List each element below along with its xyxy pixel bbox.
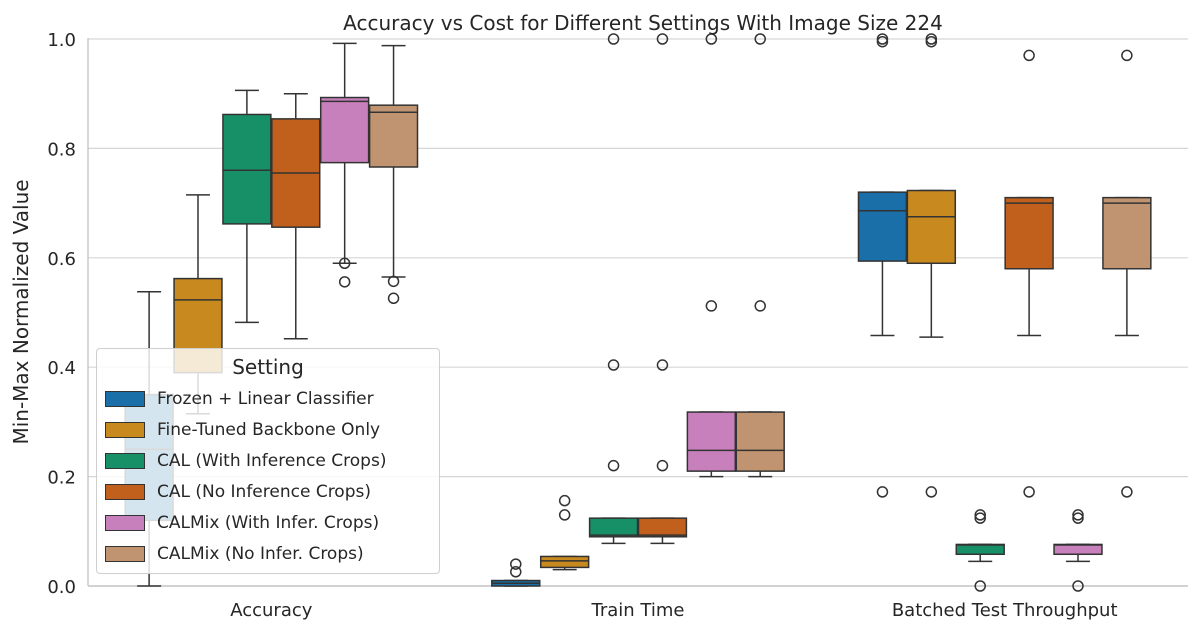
box-calmix-with-infer-crops--accuracy: [319, 42, 370, 288]
legend-swatch: [105, 484, 145, 500]
outlier-point: [510, 566, 522, 578]
box-cal-no-inference-crops--batched-test-throughput: [1004, 49, 1054, 498]
x-tick-label: Accuracy: [230, 600, 313, 621]
outlier-point: [1072, 512, 1084, 524]
box-fine-tuned-backbone-only-batched-test-throughput: [906, 33, 957, 498]
outlier-point: [1023, 49, 1035, 62]
outlier-point: [876, 486, 889, 498]
box: [906, 189, 957, 265]
outlier-point: [974, 580, 986, 592]
legend-label: Frozen + Linear Classifier: [157, 389, 374, 409]
box-calmix-with-infer-crops--train-time: [686, 33, 737, 478]
legend-swatch: [105, 422, 145, 438]
box-cal-with-inference-crops--batched-test-throughput: [955, 509, 1005, 592]
box-fine-tuned-backbone-only-train-time: [539, 494, 590, 571]
legend-item: CALMix (With Infer. Crops): [105, 512, 379, 534]
outlier-point: [705, 33, 718, 45]
y-tick-label: 0.8: [47, 139, 76, 160]
outlier-point: [656, 459, 669, 472]
outlier-point: [387, 275, 400, 288]
box-calmix-no-infer-crops--batched-test-throughput: [1102, 49, 1152, 498]
x-tick-label: Train Time: [591, 600, 685, 621]
chart-title: Accuracy vs Cost for Different Settings …: [343, 11, 943, 35]
box: [319, 96, 370, 164]
box: [857, 191, 908, 262]
legend-title: Setting: [232, 355, 304, 379]
box-calmix-no-infer-crops--train-time: [735, 33, 785, 478]
outlier-point: [607, 359, 620, 371]
outlier-point: [656, 33, 669, 45]
y-tick-label: 0.2: [47, 468, 76, 489]
box-calmix-no-infer-crops--accuracy: [368, 44, 419, 305]
y-tick-label: 0.6: [47, 249, 76, 270]
outlier-point: [754, 33, 766, 45]
x-tick-labels: Accuracy Train Time Batched Test Throughpu…: [230, 600, 1117, 621]
outlier-point: [1023, 486, 1035, 498]
x-tick-label: Batched Test Throughput: [892, 600, 1118, 621]
outlier-point: [974, 512, 986, 524]
axes-spines: [87, 38, 1188, 587]
legend-item: CAL (No Inference Crops): [105, 481, 371, 503]
legend-label: CAL (With Inference Crops): [157, 451, 387, 471]
box-cal-no-inference-crops--train-time: [637, 33, 688, 545]
legend-item: Fine-Tuned Backbone Only: [105, 419, 380, 441]
outlier-point: [338, 257, 351, 270]
y-tick-label: 0.0: [47, 577, 76, 598]
outlier-point: [558, 509, 571, 521]
box: [637, 517, 688, 538]
box: [735, 411, 785, 472]
legend-swatch: [105, 453, 145, 469]
legend-item: CALMix (No Infer. Crops): [105, 543, 364, 565]
outlier-point: [1072, 580, 1084, 592]
outlier-point: [607, 33, 620, 45]
legend-label: CALMix (With Infer. Crops): [157, 513, 380, 533]
box: [1004, 196, 1054, 270]
box: [368, 104, 419, 168]
outlier-point: [876, 33, 889, 45]
legend-item: CAL (With Inference Crops): [105, 450, 386, 472]
box-frozen-linear-classifier-train-time: [491, 558, 541, 587]
outlier-point: [1121, 486, 1133, 498]
legend-label: Fine-Tuned Backbone Only: [157, 420, 381, 440]
outlier-point: [974, 509, 986, 521]
box-cal-with-inference-crops--train-time: [588, 33, 639, 545]
box: [222, 113, 272, 225]
box: [686, 411, 737, 472]
outlier-point: [558, 494, 571, 507]
legend-label: CAL (No Inference Crops): [157, 482, 371, 502]
box-frozen-linear-classifier-batched-test-throughput: [857, 33, 908, 498]
y-axis-label: Min-Max Normalized Value: [9, 179, 33, 444]
box-calmix-with-infer-crops--batched-test-throughput: [1053, 509, 1103, 592]
legend-swatch: [105, 515, 145, 531]
box: [1102, 196, 1152, 270]
box-cal-no-inference-crops--accuracy: [271, 92, 321, 340]
legend-swatch: [105, 391, 145, 407]
outlier-point: [1121, 49, 1133, 62]
outlier-point: [510, 558, 522, 570]
outlier-point: [338, 276, 351, 288]
outlier-point: [925, 486, 938, 498]
outlier-point: [705, 300, 718, 312]
outlier-point: [607, 459, 620, 472]
legend-item: Frozen + Linear Classifier: [105, 388, 374, 410]
box: [1053, 543, 1103, 556]
outlier-point: [656, 359, 669, 371]
legend-swatch: [105, 546, 145, 562]
box: [539, 555, 590, 569]
box-cal-with-inference-crops--accuracy: [222, 89, 272, 324]
outlier-point: [754, 300, 766, 312]
outlier-point: [1072, 509, 1084, 521]
y-tick-label: 0.4: [47, 358, 76, 379]
legend: Setting Frozen + Linear Classifier Fine-T…: [96, 348, 440, 574]
outlier-point: [925, 33, 938, 45]
box: [588, 517, 639, 538]
legend-label: CALMix (No Infer. Crops): [157, 544, 364, 564]
box: [955, 543, 1005, 556]
y-tick-labels: 0.0 0.2 0.4 0.6 0.8 1.0: [47, 30, 76, 598]
y-tick-label: 1.0: [47, 30, 76, 51]
outlier-point: [387, 292, 400, 305]
